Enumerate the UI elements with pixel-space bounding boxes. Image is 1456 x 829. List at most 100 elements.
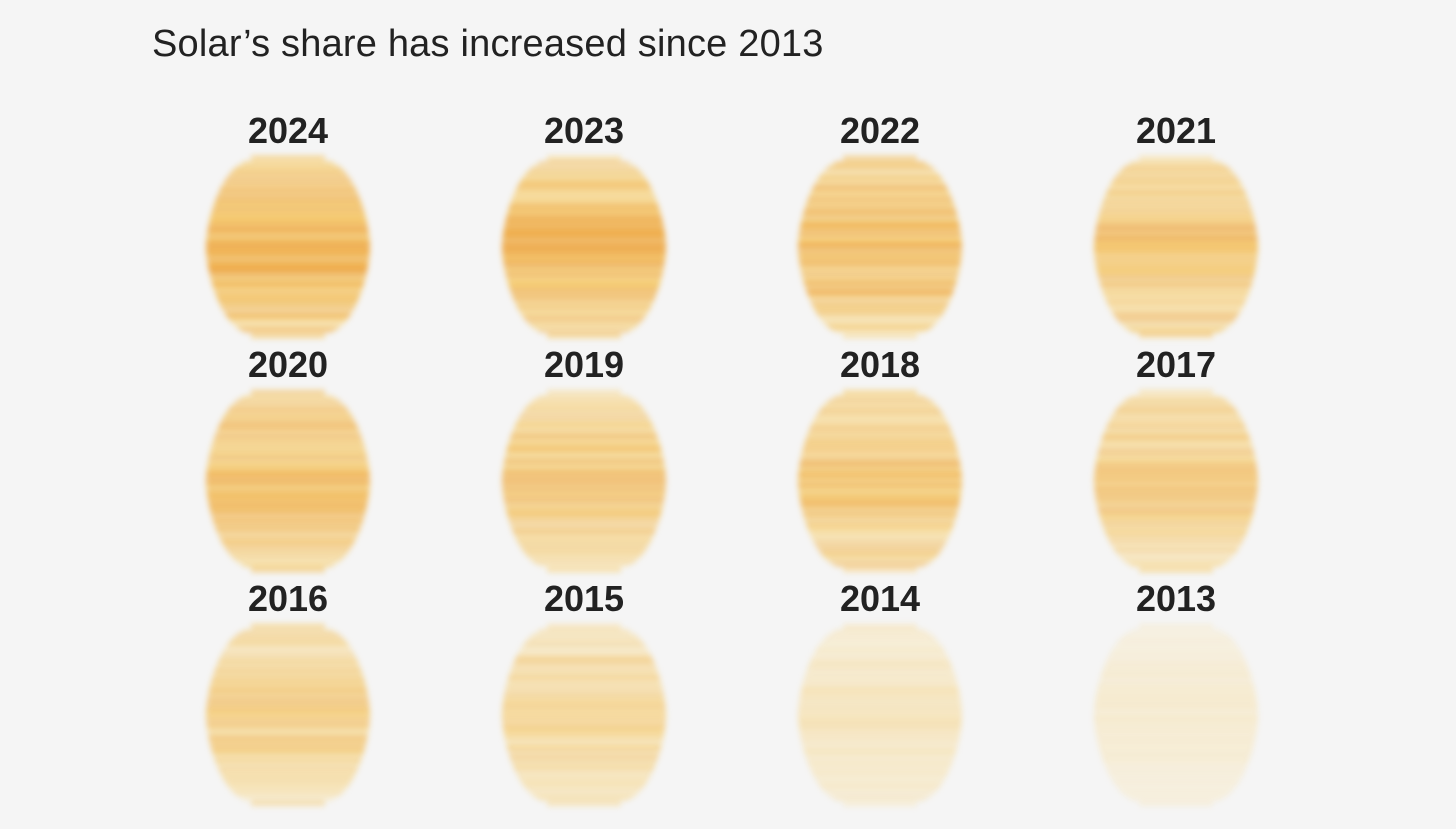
sun-streak [504, 732, 664, 736]
sun-streak [216, 294, 360, 298]
sun-streak [798, 255, 962, 260]
sun-streak [1102, 202, 1250, 206]
sun-streak [801, 270, 959, 274]
sun-streak [1102, 756, 1250, 760]
sun-streak [224, 545, 352, 550]
sun-streak [502, 703, 666, 707]
year-label: 2019 [543, 344, 625, 385]
sun-streak [826, 635, 934, 639]
sun-streak [1122, 401, 1230, 405]
sun-streak [1095, 726, 1257, 731]
sun-streak [800, 694, 960, 698]
sun-streak [826, 791, 934, 795]
sun-streak [799, 697, 961, 701]
sun-streak [206, 714, 370, 719]
sun-streak [799, 258, 961, 263]
sun-streak [798, 249, 962, 254]
sun-streak [242, 629, 334, 633]
sun-streak [503, 700, 665, 704]
sun-streak [504, 267, 664, 271]
sun-streak [800, 457, 960, 461]
sun-streak [1109, 652, 1243, 657]
sun-streak [504, 457, 664, 461]
sun-streak [826, 167, 934, 171]
sun-streak [1095, 700, 1257, 704]
sun-streak [812, 536, 948, 541]
sun-streak [1096, 460, 1256, 464]
sun-streak [798, 720, 962, 725]
sun-streak [208, 732, 368, 736]
sun-streak [533, 398, 635, 402]
sun-streak [801, 504, 959, 508]
sun-streak [805, 673, 955, 677]
sun-streak [209, 688, 367, 692]
sun-streak [808, 294, 952, 298]
sun-streak [1099, 279, 1253, 283]
sun-streak [519, 650, 649, 654]
sun-streak [1096, 264, 1256, 268]
sun-streak [216, 528, 360, 532]
sun-streak [809, 427, 951, 432]
sun-streak [1094, 246, 1258, 251]
sun-streak [224, 179, 352, 183]
year-cell-2015: 2015 [436, 576, 732, 810]
sun-streak [220, 655, 356, 660]
sun-streak [1114, 410, 1238, 414]
sun-streak [1130, 797, 1222, 801]
sun-streak [231, 638, 345, 642]
sun-streak [547, 623, 621, 627]
sun-streak [1104, 196, 1248, 201]
sun-streak [805, 439, 955, 443]
sun-streak [223, 416, 353, 420]
sun-streak [517, 184, 651, 189]
sun-streak [538, 797, 630, 801]
sun-streak [215, 199, 361, 204]
year-label: 2024 [247, 110, 329, 151]
sun-streak [1105, 531, 1247, 535]
sun-streak [224, 779, 352, 784]
sun-streak [799, 229, 961, 233]
sun-streak [511, 525, 657, 529]
sun-streak [505, 217, 663, 221]
sun-streak [502, 489, 666, 494]
sun-streak [798, 469, 962, 473]
sun-streak [513, 531, 655, 535]
sun-streak [813, 418, 947, 423]
sun-streak [507, 513, 661, 517]
sun-streak [1094, 469, 1258, 473]
sun-streak [251, 626, 325, 630]
sun-streak [231, 170, 345, 174]
sun-streak [1103, 759, 1249, 763]
sun-streak [504, 223, 664, 227]
sun-streak [1096, 226, 1256, 230]
sun-streak [511, 667, 657, 672]
sun-streak [209, 507, 367, 511]
sun-streak [1116, 173, 1236, 177]
sun-streak [1116, 551, 1236, 556]
sun-grid: 2024 2023 2022 2021 2020 2019 2018 2017 2016 2015… [140, 108, 1324, 818]
sun-streak [502, 709, 666, 713]
sun-streak [206, 252, 370, 257]
sun-streak [1108, 536, 1244, 541]
sun-streak [798, 723, 962, 728]
sun-streak [1097, 454, 1255, 458]
sun-streak [823, 404, 937, 408]
sun-streak [214, 522, 362, 526]
sun-streak [808, 196, 952, 201]
sun-streak [818, 644, 942, 648]
sun-streak [803, 279, 957, 283]
sun-streak [224, 311, 352, 316]
sun-streak [1100, 208, 1252, 212]
year-label: 2023 [543, 110, 625, 151]
sun-streak [520, 413, 648, 417]
sun-streak [208, 457, 368, 461]
sun-streak [210, 448, 366, 452]
sun-streak [1094, 711, 1258, 716]
sun-streak [802, 448, 958, 452]
sun-streak [220, 770, 356, 775]
sun-streak [503, 463, 665, 467]
sun-streak [1116, 785, 1236, 790]
sun-streak [512, 762, 656, 766]
sun-streak [504, 498, 664, 502]
sun-streak [516, 536, 652, 541]
